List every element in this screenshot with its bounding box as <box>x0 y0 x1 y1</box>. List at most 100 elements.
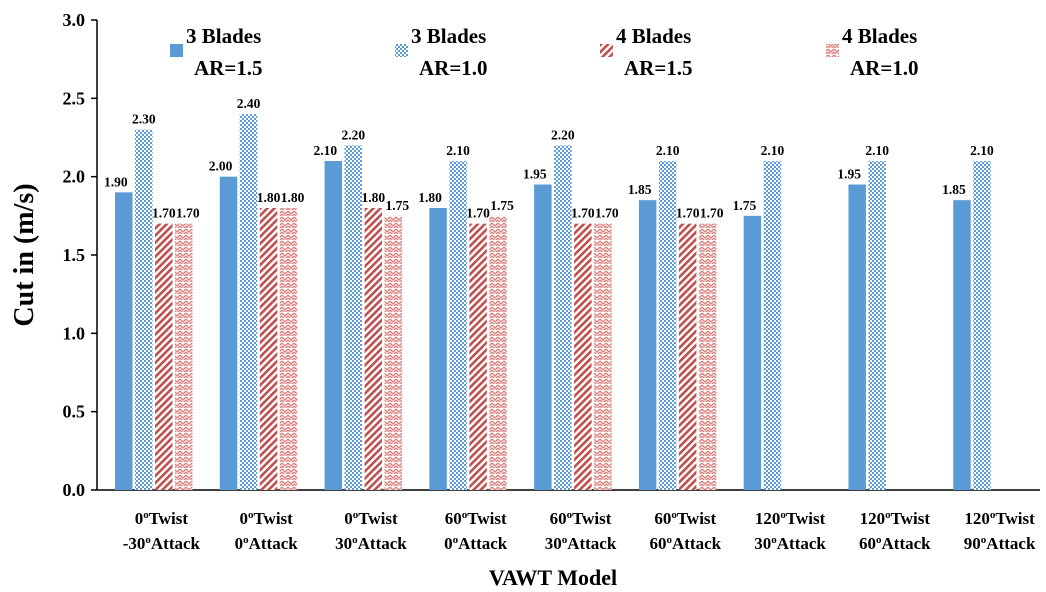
bar-3-cat-3 <box>364 208 383 490</box>
data-label: 1.90 <box>104 174 128 189</box>
data-label: 1.80 <box>361 190 385 205</box>
data-label: 1.95 <box>523 167 547 182</box>
category-attack-label: -30oAttack <box>123 534 201 553</box>
category-attack-label: 60oAttack <box>649 534 721 553</box>
category-twist-label: 60oTwist <box>445 509 507 528</box>
data-label: 1.95 <box>837 167 861 182</box>
bar-1-cat-4 <box>429 208 447 490</box>
bar-3-cat-2 <box>259 208 278 490</box>
data-label: 1.70 <box>571 206 595 221</box>
y-tick-label: 0.0 <box>63 480 86 500</box>
category-labels: 0oTwist -30oAttack 0oTwist 0oAttack 0oTwist 3… <box>123 509 1036 553</box>
bars <box>115 114 991 491</box>
data-label: 2.10 <box>970 143 994 158</box>
y-tick-label: 2.5 <box>63 88 86 108</box>
legend-swatch-3 <box>600 44 613 57</box>
category-attack-label: 30oAttack <box>335 534 407 553</box>
bar-3-cat-6 <box>678 223 697 490</box>
bar-4-cat-2 <box>279 208 298 490</box>
category-twist-label: 60oTwist <box>654 509 716 528</box>
data-label: 1.85 <box>628 182 652 197</box>
legend: 3 Blades AR=1.5 3 Blades AR=1.0 4 Blades AR=1… <box>170 24 919 80</box>
category-twist-label: 120oTwist <box>964 509 1035 528</box>
bar-1-cat-1 <box>115 192 133 491</box>
bar-3-cat-5 <box>574 223 592 490</box>
data-label: 1.85 <box>942 182 966 197</box>
y-tick-label: 3.0 <box>63 10 86 30</box>
data-label: 2.20 <box>551 127 575 142</box>
category-twist-label: 0oTwist <box>344 509 398 528</box>
legend-swatch-2 <box>395 44 408 57</box>
data-label: 2.10 <box>761 143 785 158</box>
category-twist-label: 0oTwist <box>239 509 293 528</box>
data-label: 1.75 <box>733 198 757 213</box>
y-tick-label: 0.5 <box>63 402 86 422</box>
category-twist-label: 0oTwist <box>135 509 189 528</box>
y-tick-label: 1.0 <box>63 323 86 343</box>
bar-4-cat-5 <box>594 223 612 490</box>
bar-1-cat-2 <box>219 176 238 490</box>
data-label: 2.30 <box>132 112 156 127</box>
bar-2-cat-9 <box>973 161 991 490</box>
bar-2-cat-5 <box>554 145 572 491</box>
bar-1-cat-3 <box>324 161 343 490</box>
data-label: 1.80 <box>281 190 305 205</box>
category-attack-label: 0oAttack <box>444 534 508 553</box>
data-label: 2.10 <box>446 143 470 158</box>
data-label: 2.40 <box>237 96 261 111</box>
data-label: 2.00 <box>209 159 233 174</box>
bar-2-cat-3 <box>344 145 363 491</box>
bar-2-cat-2 <box>239 114 258 490</box>
y-tick-label: 2.0 <box>63 167 86 187</box>
x-axis-label: VAWT Model <box>489 565 617 590</box>
data-label: 1.75 <box>490 198 514 213</box>
data-label: 1.70 <box>595 206 619 221</box>
legend-label-line2: AR=1.5 <box>624 56 693 80</box>
category-twist-label: 120oTwist <box>755 509 826 528</box>
category-twist-label: 120oTwist <box>860 509 931 528</box>
data-label: 2.10 <box>313 143 337 158</box>
data-label: 1.70 <box>466 206 490 221</box>
category-attack-label: 60oAttack <box>859 534 931 553</box>
data-label: 1.70 <box>152 206 176 221</box>
legend-swatch-1 <box>170 44 183 57</box>
bar-2-cat-8 <box>868 161 886 490</box>
bar-2-cat-6 <box>658 161 677 490</box>
data-label: 1.70 <box>676 206 700 221</box>
legend-label-line1: 3 Blades <box>411 24 486 48</box>
bar-2-cat-4 <box>449 161 467 490</box>
category-twist-label: 60oTwist <box>550 509 612 528</box>
y-tick-label: 1.5 <box>63 245 86 265</box>
y-ticks: 0.0 0.5 1.0 1.5 2.0 2.5 3.0 <box>63 10 97 500</box>
legend-label-line1: 4 Blades <box>842 24 917 48</box>
bar-1-cat-6 <box>638 200 657 490</box>
y-axis-title: Cut in (m/s) <box>9 183 40 326</box>
bar-3-cat-1 <box>155 223 173 490</box>
legend-label-line1: 3 Blades <box>186 24 261 48</box>
data-label: 1.70 <box>176 206 200 221</box>
bar-1-cat-8 <box>848 184 866 490</box>
legend-label-line1: 4 Blades <box>616 24 691 48</box>
bar-4-cat-4 <box>489 215 507 491</box>
data-label: 1.75 <box>385 198 409 213</box>
y-axis-label: Cut in (m/s) <box>9 183 40 326</box>
legend-label-line2: AR=1.0 <box>850 56 919 80</box>
data-labels: 1.902.301.70 1.702.002.401.80 1.802.102.20… <box>104 96 994 221</box>
data-label: 2.10 <box>656 143 680 158</box>
bar-4-cat-3 <box>384 215 403 491</box>
legend-swatch-4 <box>826 44 839 57</box>
data-label: 1.80 <box>257 190 281 205</box>
data-label: 2.10 <box>865 143 889 158</box>
legend-label-line2: AR=1.5 <box>194 56 263 80</box>
legend-label-line2: AR=1.0 <box>419 56 488 80</box>
bar-1-cat-7 <box>743 215 762 491</box>
bar-3-cat-4 <box>469 223 487 490</box>
category-attack-label: 0oAttack <box>235 534 299 553</box>
bar-4-cat-1 <box>175 223 193 490</box>
data-label: 1.70 <box>700 206 724 221</box>
bar-2-cat-1 <box>135 129 153 490</box>
bar-2-cat-7 <box>763 161 782 490</box>
bar-4-cat-6 <box>698 223 717 490</box>
data-label: 1.80 <box>418 190 442 205</box>
